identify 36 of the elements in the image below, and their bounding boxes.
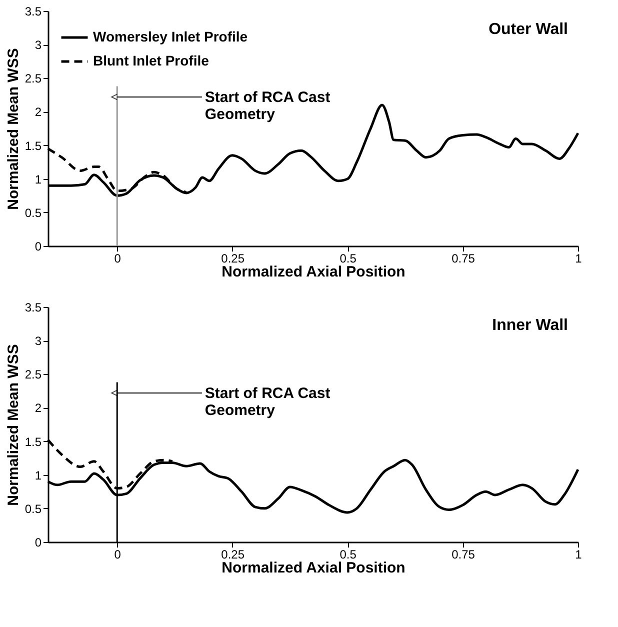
y-tick-label: 1.5 [24,434,42,449]
annotation: Start of RCA Cast Geometry [204,88,330,123]
y-tick-label: 0.5 [24,206,42,220]
y-axis-title: Normalized Mean WSS [4,48,22,210]
y-tick-label: 1 [34,172,42,186]
x-tick-label: 0.75 [452,252,476,266]
legend-label: Womersley Inlet Profile [93,28,248,44]
legend-label: Blunt Inlet Profile [93,52,210,68]
x-tick-label: 1 [575,548,582,562]
x-tick-label: 0 [114,548,122,562]
y-axis-title: Normalized Mean WSS [4,344,22,506]
x-axis-title: Normalized Axial Position [222,264,406,280]
annotation: Start of RCA Cast Geometry [204,384,330,419]
x-tick-label: 0.5 [340,548,357,562]
x-tick-label: 0.25 [221,548,245,562]
y-tick-label: 2.5 [24,368,42,382]
x-tick-label: 0 [114,252,122,266]
x-tick-label: 0.5 [340,252,357,266]
x-tick-label: 1 [575,252,582,266]
y-tick-label: 2 [34,401,42,416]
x-tick-label: 0.25 [221,252,245,266]
y-tick-label: 3.5 [24,300,42,314]
text: Outer Wall [488,21,568,38]
y-tick-label: 2.5 [24,72,42,86]
x-tick-label: 0.75 [452,548,476,562]
y-tick-label: 1 [34,468,42,482]
x-axis-title: Normalized Axial Position [222,560,406,576]
y-tick-label: 3 [34,38,42,52]
y-tick-label: 0 [34,240,42,254]
y-tick-label: 3 [34,334,42,348]
text: Inner Wall [492,317,568,334]
y-tick-label: 3.5 [24,4,42,18]
y-tick-label: 1.5 [24,138,42,153]
y-tick-label: 2 [34,105,42,120]
y-tick-label: 0 [34,536,42,550]
y-tick-label: 0.5 [24,502,42,516]
